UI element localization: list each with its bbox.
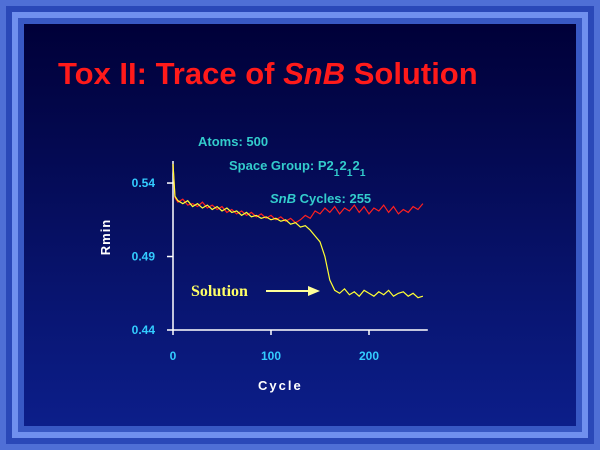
annotation: Space Group: P212121 — [229, 158, 366, 179]
text-part: 2 — [340, 158, 347, 173]
text-part: Solution — [191, 283, 248, 300]
text-part: Solution — [345, 56, 478, 91]
text-part: 1 — [360, 168, 366, 179]
annotation: Solution — [191, 283, 248, 300]
x-tick-label: 0 — [170, 349, 177, 363]
text-part: 1 — [334, 168, 340, 179]
text-part: 1 — [347, 168, 353, 179]
annotation: Atoms: 500 — [198, 134, 268, 149]
text-part: Space Group: P2 — [229, 158, 334, 173]
slide-title: Tox II: Trace of SnB Solution — [58, 56, 478, 91]
text-part: SnB — [270, 191, 296, 206]
plot: 0.44 0.49 0.54 0 100 200 Cycle Rmin Atoms: 500 Sp… — [98, 134, 428, 393]
y-tick-label: 0.44 — [132, 323, 156, 337]
y-tick-label: 0.49 — [132, 250, 156, 264]
slide-background — [24, 24, 576, 426]
text-part: SnB — [283, 56, 345, 91]
annotation: SnB Cycles: 255 — [270, 191, 371, 206]
x-tick-label: 200 — [359, 349, 379, 363]
text-part: 2 — [353, 158, 360, 173]
x-axis-label: Cycle — [258, 378, 303, 393]
text-part: Atoms: 500 — [198, 134, 268, 149]
text-part: Tox II: Trace of — [58, 56, 283, 91]
series-line — [172, 163, 424, 299]
text-part: Cycles: 255 — [296, 191, 371, 206]
y-tick-label: 0.54 — [132, 176, 156, 190]
y-axis-label: Rmin — [98, 219, 113, 256]
annotation-arrowhead — [308, 286, 320, 296]
x-tick-label: 100 — [261, 349, 281, 363]
